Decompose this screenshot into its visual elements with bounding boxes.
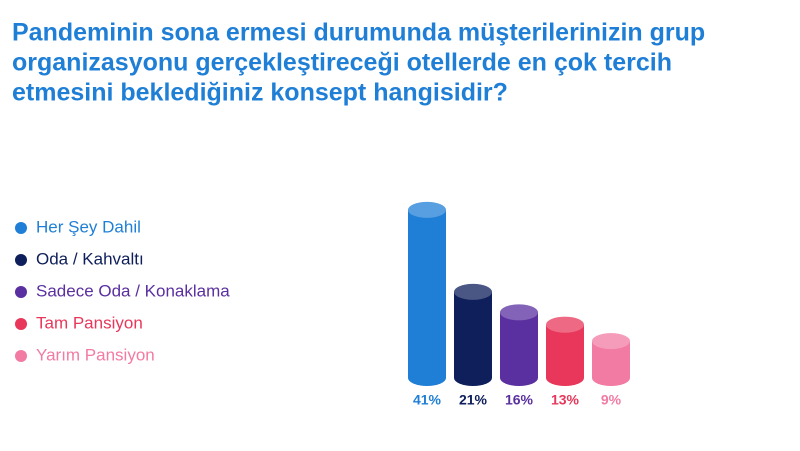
value-label: 41% (413, 392, 442, 408)
legend-dot (15, 318, 27, 330)
bar-top-shine (408, 201, 446, 218)
bar (500, 312, 538, 378)
legend-dot (15, 254, 27, 266)
value-label: 9% (601, 392, 622, 408)
bar (408, 209, 446, 378)
bar-top-shine (546, 316, 584, 333)
bar-top (500, 304, 538, 321)
bar (546, 324, 584, 378)
legend-dot (15, 222, 27, 234)
bar-top (408, 201, 446, 218)
bar-top-shine (592, 333, 630, 350)
legend-dot (15, 350, 27, 362)
bar-top (546, 316, 584, 333)
bar-top (592, 333, 630, 350)
bar-top-shine (454, 283, 492, 300)
bar (454, 291, 492, 378)
value-label: 16% (505, 392, 534, 408)
chart-title: Pandeminin sona ermesi durumunda müşteri… (12, 19, 705, 47)
legend-label: Tam Pansiyon (36, 313, 143, 332)
legend-label: Yarım Pansiyon (36, 345, 155, 364)
bar-top-shine (500, 304, 538, 321)
legend-dot (15, 286, 27, 298)
legend-label: Sadece Oda / Konaklama (36, 281, 230, 300)
bar-top (454, 283, 492, 300)
value-label: 21% (459, 392, 488, 408)
value-label: 13% (551, 392, 580, 408)
legend-label: Her Şey Dahil (36, 217, 141, 236)
legend-label: Oda / Kahvaltı (36, 249, 144, 268)
chart-title: etmesini beklediğiniz konsept hangisidir… (12, 79, 508, 107)
chart-title: organizasyonu gerçekleştireceği otellerd… (12, 49, 672, 77)
